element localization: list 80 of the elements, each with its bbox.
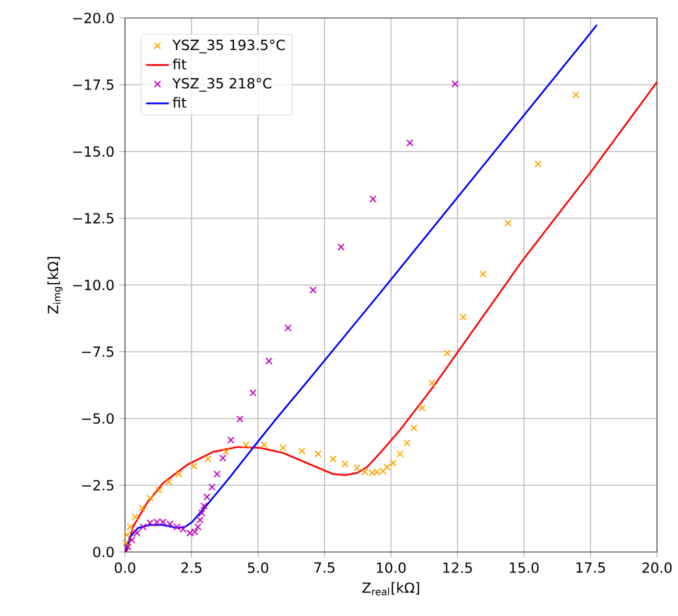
point [249, 389, 257, 396]
point [131, 513, 139, 521]
point [260, 441, 268, 449]
point [194, 523, 202, 531]
line-series [125, 24, 598, 552]
point [213, 470, 221, 478]
point [329, 455, 337, 463]
y-tick-label: −5.0 [82, 413, 114, 424]
y-tick-label: −7.5 [82, 346, 114, 357]
point [124, 543, 132, 551]
x-tick-label: 17.5 [576, 562, 605, 573]
x-tick-label: 7.5 [314, 562, 334, 573]
point [428, 379, 436, 387]
point [309, 286, 317, 294]
point [219, 454, 227, 462]
point [190, 462, 198, 470]
legend-label: fit [172, 97, 186, 108]
x-tick-label: 15.0 [510, 562, 539, 573]
x-tick-label: 10.0 [376, 562, 406, 573]
point [175, 470, 183, 478]
x-tick-label: 12.5 [443, 562, 472, 573]
y-tick-label: −10.0 [73, 280, 114, 290]
point [165, 478, 173, 486]
x-axis-title: Z$_{real}$[kΩ] [362, 582, 420, 596]
point [459, 313, 467, 321]
point [396, 450, 404, 458]
point [479, 270, 487, 278]
point [369, 195, 377, 203]
y-tick-label: −12.5 [73, 212, 114, 224]
y-tick-label: −17.5 [73, 80, 114, 90]
point [133, 529, 141, 537]
point [444, 349, 451, 357]
y-tick-label: −15.0 [73, 146, 114, 157]
legend-label: YSZ_35 193.5°C [172, 40, 285, 54]
x-tick-label: 0.0 [114, 562, 136, 573]
point [298, 447, 306, 455]
point [265, 357, 273, 365]
point [204, 455, 212, 463]
point [155, 486, 163, 494]
point [128, 536, 136, 544]
point [410, 424, 418, 432]
point [572, 91, 580, 99]
point [534, 160, 542, 168]
y-tick-label: −20.0 [73, 12, 114, 24]
point [284, 324, 292, 332]
point [242, 441, 250, 449]
x-tick-label: 20.0 [642, 562, 672, 573]
point [203, 493, 211, 501]
point [353, 464, 361, 472]
point [208, 483, 216, 491]
point [138, 504, 146, 512]
point [122, 539, 130, 547]
y-tick-label: −2.5 [82, 480, 114, 491]
x-tick-label: 5.0 [248, 562, 268, 573]
point [504, 219, 512, 227]
legend-label: YSZ_35 218°C [172, 78, 272, 92]
point [222, 448, 230, 456]
y-axis-title: Z$_{img}$[kΩ] [47, 256, 63, 314]
point [418, 404, 426, 412]
legend-label: fit [172, 58, 186, 70]
point [406, 139, 414, 147]
point [383, 463, 391, 471]
point [314, 450, 322, 458]
point [337, 243, 345, 251]
point [341, 460, 349, 468]
point [196, 516, 204, 524]
point [390, 459, 397, 467]
point [139, 523, 147, 531]
point [236, 415, 244, 423]
point [198, 509, 206, 517]
point [403, 439, 411, 447]
point [451, 80, 459, 88]
x-tick-label: 2.5 [181, 562, 202, 573]
y-tick-label: 0.0 [93, 546, 114, 558]
point [146, 494, 154, 502]
point [227, 436, 234, 444]
point [279, 444, 287, 452]
point [200, 502, 208, 510]
point [124, 531, 131, 539]
point [126, 523, 134, 531]
